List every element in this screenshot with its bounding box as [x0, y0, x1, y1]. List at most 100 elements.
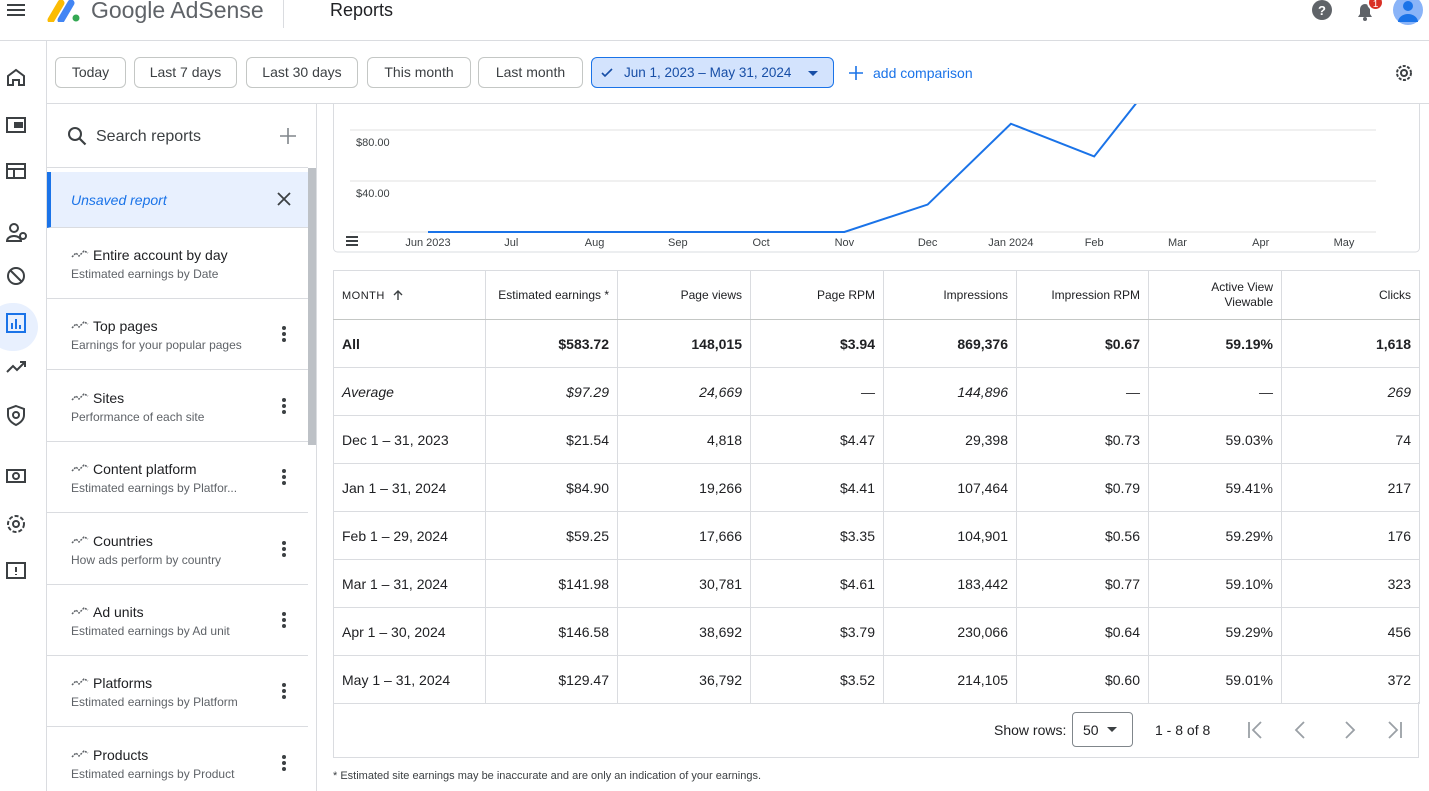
dot: [282, 481, 286, 486]
new-report-button[interactable]: [279, 127, 297, 145]
preset-chip[interactable]: Last 30 days: [246, 57, 358, 88]
report-title: Ad units: [93, 604, 144, 620]
x-tick-label: Jun 2023: [405, 237, 450, 249]
report-icon: [71, 321, 89, 329]
report-subtitle: Performance of each site: [71, 409, 205, 424]
table-cell: 148,015: [617, 319, 751, 368]
table-cell: All: [333, 319, 486, 368]
table-cell: 269: [1281, 367, 1420, 416]
settings-button[interactable]: [1393, 62, 1415, 84]
column-header[interactable]: Page RPM: [750, 270, 884, 320]
header-row: MONTH Estimated earnings * Page views Page …: [333, 270, 1420, 320]
current-report[interactable]: Unsaved report: [47, 172, 308, 228]
icon-path: [71, 321, 89, 329]
table-cell: $0.64: [1016, 607, 1149, 656]
preset-chip[interactable]: Last 7 days: [134, 57, 237, 88]
column-header[interactable]: Estimated earnings *: [485, 270, 618, 320]
report-title: Content platform: [93, 461, 197, 478]
column-label: Impressions: [943, 288, 1008, 302]
nav-icons[interactable]: [5, 67, 27, 607]
preset-chip[interactable]: This month: [367, 57, 471, 88]
rows-select[interactable]: 50: [1072, 712, 1133, 747]
add-icon: [849, 66, 863, 80]
column-header[interactable]: Impressions: [883, 270, 1017, 320]
preset-chip[interactable]: Last month: [478, 57, 583, 88]
report-subtitle: Estimated earnings by Platform: [71, 695, 238, 710]
report-title: Sites: [93, 389, 125, 406]
column-header[interactable]: Clicks: [1281, 270, 1420, 320]
report-subtitle: Estimated earnings by Product: [71, 766, 235, 781]
x-tick-label: Dec: [918, 237, 938, 249]
nav-rail: [0, 41, 47, 791]
column-header[interactable]: Page views: [617, 270, 751, 320]
table-cell: 59.03%: [1148, 415, 1282, 464]
column-header[interactable]: MONTH: [333, 270, 486, 320]
dot: [282, 689, 286, 694]
more-button[interactable]: [281, 326, 287, 344]
help-button[interactable]: ?: [1311, 0, 1333, 22]
more-button[interactable]: [281, 540, 287, 559]
report-item[interactable]: Entire account by day Estimated earnings …: [47, 228, 308, 299]
close-button[interactable]: [277, 192, 291, 206]
icon-path: [71, 250, 89, 258]
report-item[interactable]: Ad units Estimated earnings by Ad unit: [47, 585, 308, 656]
column-header[interactable]: Active View Viewable: [1148, 270, 1282, 320]
report-title: Top pages: [93, 318, 158, 335]
column-header[interactable]: Impression RPM: [1016, 270, 1149, 320]
dot: [282, 475, 286, 480]
table-cell: 104,901: [883, 511, 1017, 560]
report-item[interactable]: Platforms Estimated earnings by Platform: [47, 656, 308, 728]
x-tick-label: Jul: [504, 237, 518, 249]
table-cell: 4,818: [617, 415, 751, 464]
more-button[interactable]: [281, 754, 287, 773]
x-tick-label: Nov: [835, 237, 855, 249]
table-cell: Jan 1 – 31, 2024: [333, 463, 486, 512]
column-label: Active View Viewable: [1211, 280, 1273, 309]
table-cell: 214,105: [883, 655, 1017, 704]
more-button[interactable]: [281, 612, 287, 630]
more-button[interactable]: [281, 469, 287, 487]
reports-sidebar: Search reports Unsaved report Entire acc…: [47, 104, 317, 791]
more-button[interactable]: [281, 397, 287, 416]
chart-menu[interactable]: [346, 236, 358, 246]
add-comparison[interactable]: add comparison: [873, 65, 973, 81]
table-cell: $4.47: [750, 415, 884, 464]
report-item[interactable]: Top pages Earnings for your popular pages: [47, 299, 308, 371]
y-tick-label: $40.00: [356, 188, 390, 200]
more-button[interactable]: [281, 683, 287, 701]
table-cell: 19,266: [617, 463, 751, 512]
report-item[interactable]: Content platform Estimated earnings by Pl…: [47, 442, 308, 514]
report-item[interactable]: Products Estimated earnings by Product: [47, 728, 308, 791]
dot: [282, 552, 286, 557]
scrollbar[interactable]: [308, 168, 316, 445]
table-cell: 59.01%: [1148, 655, 1282, 704]
dot: [282, 760, 286, 765]
date-range-picker[interactable]: Jun 1, 2023 – May 31, 2024: [591, 57, 834, 88]
dot: [282, 624, 286, 628]
page-buttons[interactable]: [1246, 720, 1406, 740]
page-title: Reports: [330, 0, 394, 20]
report-item[interactable]: Sites Performance of each site: [47, 371, 308, 442]
table-cell: $3.94: [750, 319, 884, 368]
table-cell: $0.67: [1016, 319, 1149, 368]
dot: [282, 618, 286, 622]
chart-frame: [333, 104, 1420, 253]
icon-path: [71, 464, 89, 472]
account-avatar[interactable]: [1392, 0, 1424, 26]
dot: [282, 409, 286, 414]
x-tick-label: Oct: [753, 237, 770, 249]
report-item[interactable]: Countries How ads perform by country: [47, 514, 308, 585]
table-cell: 1,618: [1281, 319, 1420, 368]
table-cell: $4.61: [750, 559, 884, 608]
sort-arrow: [393, 290, 403, 300]
menu-button[interactable]: [6, 0, 28, 22]
dot: [282, 766, 286, 771]
table-cell: 24,669: [617, 367, 751, 416]
search-reports[interactable]: Search reports: [96, 128, 201, 145]
top-bar: Google AdSense Reports ? 1: [0, 0, 1429, 41]
dot: [282, 695, 286, 700]
report-icon: [71, 607, 89, 615]
preset-chip[interactable]: Today: [55, 57, 126, 88]
x-tick-label: Aug: [585, 237, 605, 249]
